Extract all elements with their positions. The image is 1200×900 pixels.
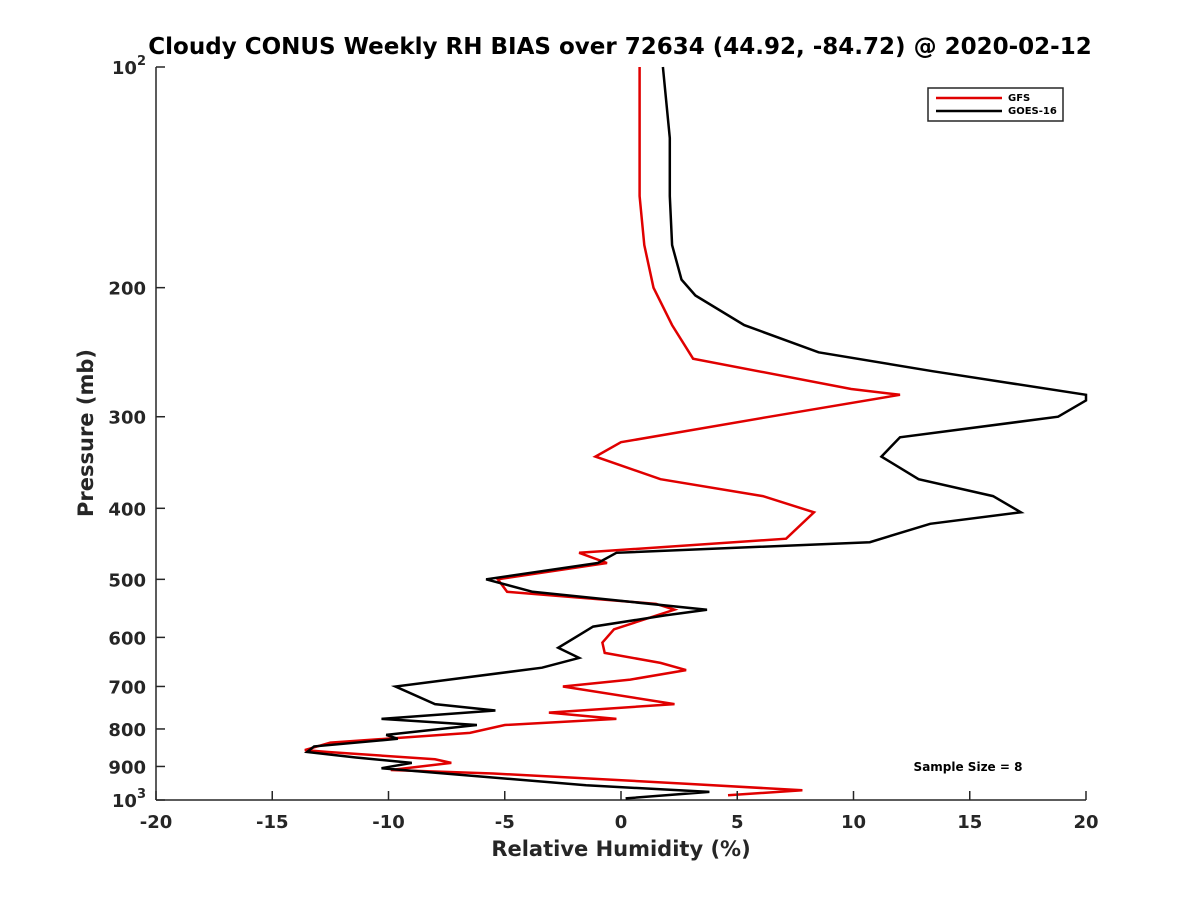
x-ticks: -20 -15 -10 -5 0 5 10 15 20	[140, 791, 1099, 833]
x-axis-label: Relative Humidity (%)	[491, 837, 750, 861]
x-tick-label: -10	[372, 812, 405, 833]
y-tick-label: 103	[112, 787, 146, 812]
y-tick-label: 500	[108, 570, 146, 591]
y-tick-label: 700	[108, 677, 146, 698]
y-tick-label: 600	[108, 628, 146, 649]
legend: GFS GOES-16	[927, 87, 1064, 122]
x-tick-label: 10	[841, 812, 866, 833]
y-tick-label-exponent: 2	[137, 54, 146, 69]
x-tick-label: 5	[731, 812, 744, 833]
x-tick-label: -20	[140, 812, 173, 833]
y-tick-label-exponent: 3	[137, 787, 146, 802]
y-tick-label: 900	[108, 757, 146, 778]
series-layer	[303, 66, 1088, 800]
x-tick-label: -5	[495, 812, 515, 833]
x-tick-label: -15	[256, 812, 289, 833]
y-tick-label: 200	[108, 279, 146, 300]
y-tick-label: 102	[112, 54, 146, 79]
chart-title: Cloudy CONUS Weekly RH BIAS over 72634 (…	[148, 34, 1091, 60]
y-tick-label: 300	[108, 408, 146, 429]
y-tick-label-base: 10	[112, 58, 137, 79]
legend-label-gfs: GFS	[1008, 93, 1030, 104]
plot-area	[155, 66, 1088, 801]
sample-size-annotation: Sample Size = 8	[914, 760, 1023, 774]
series-line-goes-16	[303, 66, 1088, 800]
y-axis-label: Pressure (mb)	[74, 349, 98, 517]
x-tick-label: 0	[615, 812, 628, 833]
x-tick-label: 20	[1073, 812, 1098, 833]
legend-box	[927, 87, 1064, 122]
y-tick-label-base: 10	[112, 791, 137, 812]
y-tick-label: 800	[108, 720, 146, 741]
x-tick-label: 15	[957, 812, 982, 833]
y-tick-label: 400	[108, 499, 146, 520]
legend-label-goes16: GOES-16	[1008, 106, 1057, 117]
